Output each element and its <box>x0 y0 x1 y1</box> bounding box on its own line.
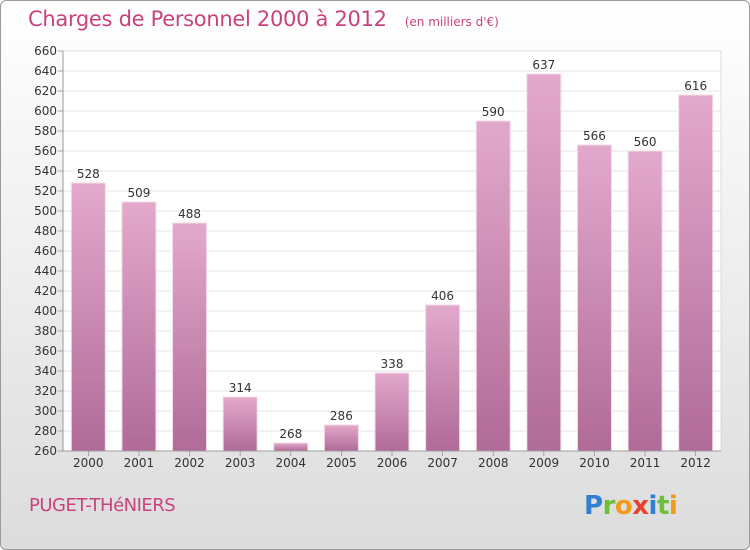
y-tick-label: 300 <box>34 404 57 418</box>
y-axis: 260 280 300 320 340 360 380 400 420 440 460 480 500 5… <box>34 44 64 458</box>
logo-letter: i <box>668 491 678 521</box>
logo-letter: P <box>584 491 603 521</box>
y-tick-label: 340 <box>34 364 57 378</box>
bar <box>172 222 208 452</box>
proxiti-logo: Proxiti <box>584 491 678 521</box>
y-tick-label: 420 <box>34 284 57 298</box>
town-name: PUGET-THéNIERS <box>29 495 176 516</box>
logo-letter: o <box>614 491 633 521</box>
x-tick-label: 2011 <box>630 456 661 470</box>
data-label: 616 <box>684 79 707 93</box>
x-tick-label: 2005 <box>326 456 357 470</box>
x-tick-label: 2010 <box>579 456 610 470</box>
bar <box>526 73 562 452</box>
data-label: 560 <box>634 135 657 149</box>
y-tick-label: 620 <box>34 84 57 98</box>
y-tick-label: 540 <box>34 164 57 178</box>
logo-letter: r <box>602 491 616 521</box>
bar <box>576 144 612 452</box>
data-label: 314 <box>229 381 252 395</box>
x-tick-label: 2008 <box>478 456 509 470</box>
data-label: 509 <box>127 186 150 200</box>
y-tick-label: 380 <box>34 324 57 338</box>
chart-subtitle: (en milliers d'€) <box>404 15 499 29</box>
data-label: 338 <box>381 357 404 371</box>
bar <box>121 201 157 452</box>
bar <box>70 182 106 452</box>
data-label: 268 <box>279 427 302 441</box>
data-label: 637 <box>532 58 555 72</box>
y-tick-label: 280 <box>34 424 57 438</box>
x-tick-label: 2004 <box>275 456 306 470</box>
bar <box>323 424 359 452</box>
x-tick-label: 2009 <box>529 456 560 470</box>
y-tick-label: 360 <box>34 344 57 358</box>
data-label: 406 <box>431 289 454 303</box>
data-label: 566 <box>583 129 606 143</box>
y-tick-label: 500 <box>34 204 57 218</box>
data-label: 590 <box>482 105 505 119</box>
x-tick-label: 2003 <box>225 456 256 470</box>
x-tick-label: 2006 <box>377 456 408 470</box>
logo-letter: t <box>656 491 669 521</box>
bar <box>678 94 714 452</box>
y-tick-label: 520 <box>34 184 57 198</box>
y-tick-label: 320 <box>34 384 57 398</box>
x-tick-label: 2001 <box>124 456 155 470</box>
x-tick-label: 2002 <box>174 456 205 470</box>
bar <box>475 120 511 452</box>
x-tick-label: 2012 <box>680 456 711 470</box>
bar <box>222 396 258 452</box>
data-label: 488 <box>178 207 201 221</box>
y-tick-label: 600 <box>34 104 57 118</box>
x-tick-label: 2007 <box>427 456 458 470</box>
y-tick-label: 660 <box>34 44 57 58</box>
y-tick-label: 460 <box>34 244 57 258</box>
x-axis: 2000 2001 2002 2003 2004 2005 2006 2007 2008 2009… <box>63 450 721 470</box>
title-row: Charges de Personnel 2000 à 2012 (en mill… <box>28 7 499 31</box>
x-tick-label: 2000 <box>73 456 104 470</box>
logo-letter: i <box>648 491 658 521</box>
y-tick-label: 400 <box>34 304 57 318</box>
data-label: 286 <box>330 409 353 423</box>
bar <box>273 442 309 452</box>
y-tick-label: 480 <box>34 224 57 238</box>
bar <box>425 304 461 452</box>
data-label: 528 <box>77 167 100 181</box>
y-tick-label: 440 <box>34 264 57 278</box>
y-tick-label: 640 <box>34 64 57 78</box>
chart-title: Charges de Personnel 2000 à 2012 <box>28 7 387 31</box>
y-tick-label: 560 <box>34 144 57 158</box>
y-tick-label: 580 <box>34 124 57 138</box>
bar <box>374 372 410 452</box>
y-tick-label: 260 <box>34 444 57 458</box>
logo-letter: x <box>632 491 649 521</box>
bar <box>627 150 663 452</box>
